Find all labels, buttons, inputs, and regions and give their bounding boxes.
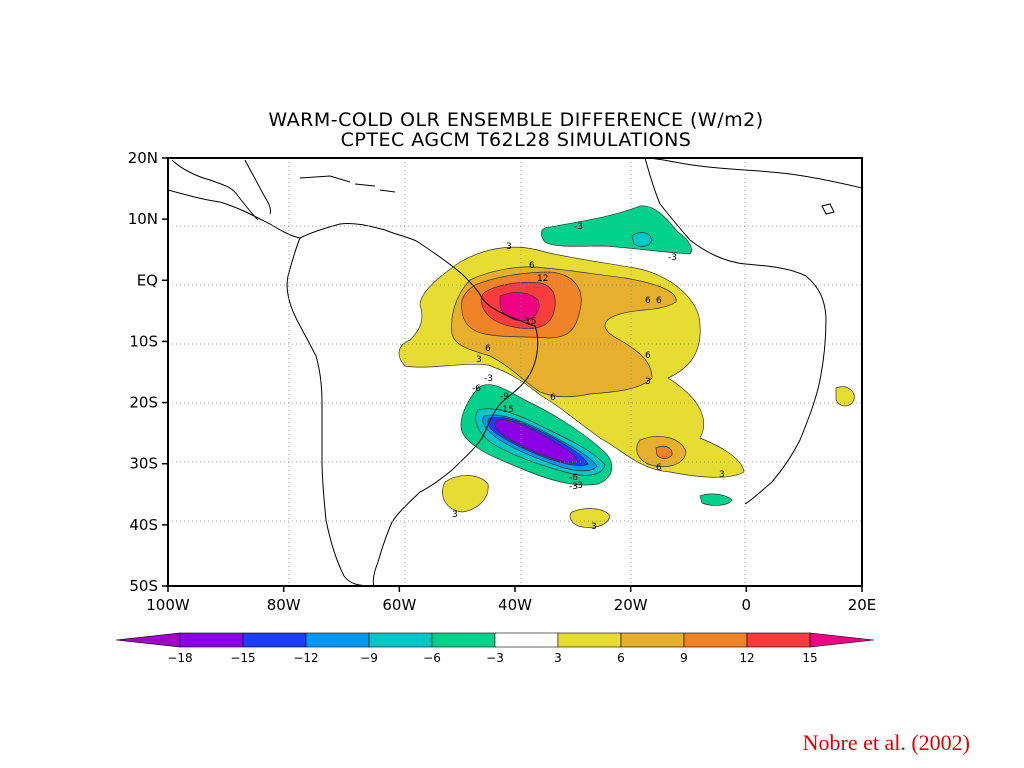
contour-label: -3: [569, 482, 578, 492]
colorbar-bin: [557, 632, 622, 648]
latitude-tick-label: 10N: [128, 210, 158, 228]
colorbar-bin: [368, 632, 433, 648]
colorbar-label: 12: [739, 651, 754, 665]
contour-labels: 3 6 12 15 6 6 6 3 6 3 6 -3 -3 -3 -6 -9 -…: [452, 222, 725, 532]
contour-label: 3: [645, 377, 651, 387]
contour-label: 3: [476, 355, 482, 365]
anomaly-neg15-south-region: [494, 419, 579, 463]
anomaly-neg6-north-region: [631, 232, 653, 247]
contour-label: -3: [574, 222, 583, 232]
contour-label: -9: [500, 392, 509, 402]
colorbar-bin: [683, 632, 748, 648]
caribbean-islands: [299, 175, 396, 193]
colorbar-label: −6: [423, 651, 441, 665]
longitude-tick-label: 60W: [382, 596, 416, 614]
contour-label: -6: [569, 473, 578, 483]
longitude-tick-label: 0: [742, 596, 752, 614]
negative-anomaly-fills: [460, 205, 733, 506]
colorbar-bin: [242, 632, 307, 648]
contour-label: -3: [574, 481, 583, 491]
colorbar-label: −18: [167, 651, 192, 665]
contour-label: 6: [645, 296, 651, 306]
map-gridlines: [168, 158, 862, 586]
longitude-tick-label: 20E: [848, 596, 877, 614]
latitude-tick-label: 40S: [129, 516, 158, 534]
colorbar-low-arrow: [115, 632, 181, 648]
africa-coastline: [644, 158, 862, 505]
longitude-tick-label: 20W: [614, 596, 648, 614]
latitude-tick-label: 30S: [129, 455, 158, 473]
contour-label: 6: [645, 351, 651, 361]
contour-label: 6: [656, 296, 662, 306]
latitude-tick-label: 10S: [129, 332, 158, 350]
contour-label: 6: [529, 261, 535, 271]
anomaly-neg3-small-region: [699, 493, 733, 506]
citation: Nobre et al. (2002): [802, 730, 970, 755]
contour-label: 6: [550, 393, 556, 403]
anomaly-3-south-region: [442, 475, 489, 513]
contour-label: -3: [668, 253, 677, 263]
colorbar-label: 15: [802, 651, 817, 665]
colorbar-bin: [494, 632, 559, 648]
latitude-tick-label: 50S: [129, 577, 158, 595]
colorbar-bin: [305, 632, 370, 648]
colorbar-label: −15: [230, 651, 255, 665]
contour-label: 6: [485, 344, 491, 354]
colorbar: −18 −15 −12 −9 −6 −3 3 6 9 12 15: [115, 632, 875, 665]
north-america-coastline: [168, 159, 301, 239]
contour-label: 3: [719, 470, 725, 480]
longitude-tick-label: 80W: [267, 596, 301, 614]
colorbar-label: −3: [486, 651, 504, 665]
contour-label: 3: [591, 522, 597, 532]
latitude-tick-label: 20N: [128, 149, 158, 167]
contour-label: -15: [499, 405, 514, 415]
anomaly-neg3-north-region: [540, 205, 692, 255]
latitude-tick-label: EQ: [137, 271, 158, 289]
colorbar-bin: [620, 632, 685, 648]
contour-label: 12: [537, 274, 548, 284]
longitude-tick-label: 40W: [498, 596, 532, 614]
anomaly-9-east-region: [655, 445, 673, 459]
contour-label: 3: [506, 242, 512, 252]
contour-label: -3: [484, 374, 493, 384]
map-title-line-2: CPTEC AGCM T62L28 SIMULATIONS: [341, 129, 692, 151]
colorbar-label: −9: [360, 651, 378, 665]
madagascar-outline: [821, 203, 835, 215]
colorbar-label: 3: [554, 651, 562, 665]
colorbar-bin: [179, 632, 244, 648]
longitude-tick-label: 100W: [146, 596, 190, 614]
coastlines: [168, 158, 862, 586]
latitude-tick-label: 20S: [129, 394, 158, 412]
map-plot-area: 3 6 12 15 6 6 6 3 6 3 6 -3 -3 -3 -6 -9 -…: [128, 149, 877, 614]
south-america-coastline: [286, 223, 539, 586]
colorbar-high-arrow: [809, 632, 875, 648]
latitude-axis: 20N 10N EQ 10S 20S 30S 40S 50S: [128, 149, 168, 595]
map-title-line-1: WARM-COLD OLR ENSEMBLE DIFFERENCE (W/m2): [268, 109, 763, 131]
contour-label: 15: [525, 317, 536, 327]
anomaly-3-atlantic-region: [569, 508, 611, 528]
colorbar-label: −12: [293, 651, 318, 665]
contour-label: -6: [472, 384, 481, 394]
colorbar-bin: [746, 632, 811, 648]
contour-label: 6: [656, 463, 662, 473]
colorbar-label: 6: [617, 651, 625, 665]
positive-anomaly-fills: [398, 246, 855, 528]
anomaly-15-region: [499, 292, 540, 322]
longitude-axis: 100W 80W 60W 40W 20W 0 20E: [146, 586, 876, 614]
colorbar-bin: [431, 632, 496, 648]
colorbar-label: 9: [680, 651, 688, 665]
anomaly-3-africa-region: [835, 386, 855, 407]
contour-label: 3: [452, 510, 458, 520]
